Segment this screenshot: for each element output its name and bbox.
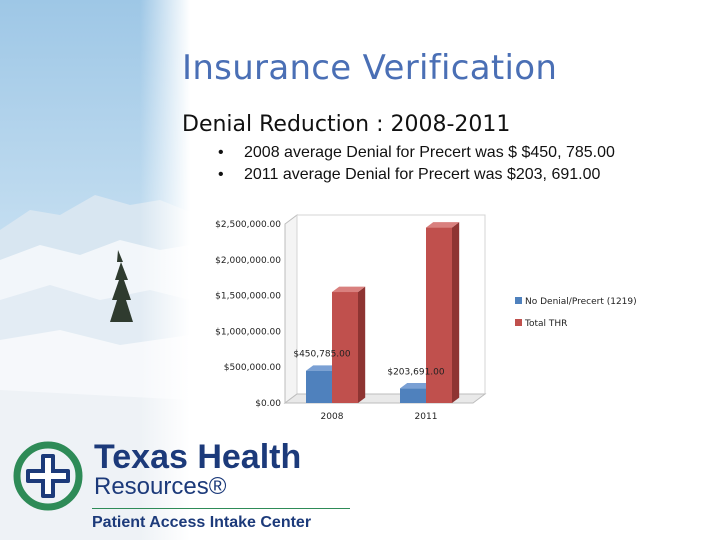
logo-divider	[92, 508, 350, 509]
bullet-text: 2008 average Denial for Precert was $ $4…	[244, 144, 615, 161]
data-label: $203,691.00	[387, 367, 445, 377]
y-tick-label: $500,000.00	[224, 363, 282, 373]
y-tick-label: $1,000,000.00	[215, 327, 281, 337]
y-tick-label: $2,000,000.00	[215, 256, 281, 266]
legend-label: Total THR	[524, 319, 567, 329]
bar-top	[400, 383, 434, 389]
x-tick-label: 2008	[321, 412, 344, 422]
legend-swatch	[515, 319, 522, 326]
logo-center-name: Patient Access Intake Center	[92, 514, 312, 531]
bullet-dot: •	[218, 166, 224, 183]
y-tick-label: $0.00	[255, 399, 281, 409]
slide-title: Insurance Verification	[182, 48, 558, 88]
legend-label: No Denial/Precert (1219)	[525, 297, 637, 307]
bullet-dot: •	[218, 144, 224, 161]
bar-top	[426, 222, 460, 228]
cross-logo-icon	[13, 441, 83, 511]
y-tick-label: $1,500,000.00	[215, 292, 281, 302]
bullet-item: • 2008 average Denial for Precert was $ …	[218, 142, 615, 164]
legend-swatch	[515, 297, 522, 304]
bullet-text: 2011 average Denial for Precert was $203…	[244, 166, 601, 183]
data-label: $450,785.00	[293, 350, 351, 360]
bar	[306, 370, 332, 403]
logo-name: Texas Health	[94, 438, 302, 476]
bar-side	[452, 222, 460, 403]
bar-side	[358, 286, 366, 403]
bar-top	[306, 365, 340, 371]
texas-health-logo: Texas Health Resources® Patient Access I…	[12, 438, 362, 538]
x-tick-label: 2011	[415, 412, 438, 422]
side-wall	[284, 214, 298, 404]
bar	[400, 388, 426, 403]
slide-subtitle: Denial Reduction : 2008-2011	[182, 112, 511, 137]
y-tick-label: $2,500,000.00	[215, 220, 281, 230]
bullet-item: • 2011 average Denial for Precert was $2…	[218, 164, 615, 186]
bar	[426, 227, 452, 403]
bar	[332, 292, 358, 403]
bar-top	[332, 286, 366, 293]
bullet-list: • 2008 average Denial for Precert was $ …	[218, 142, 615, 186]
logo-resources: Resources®	[94, 473, 227, 500]
